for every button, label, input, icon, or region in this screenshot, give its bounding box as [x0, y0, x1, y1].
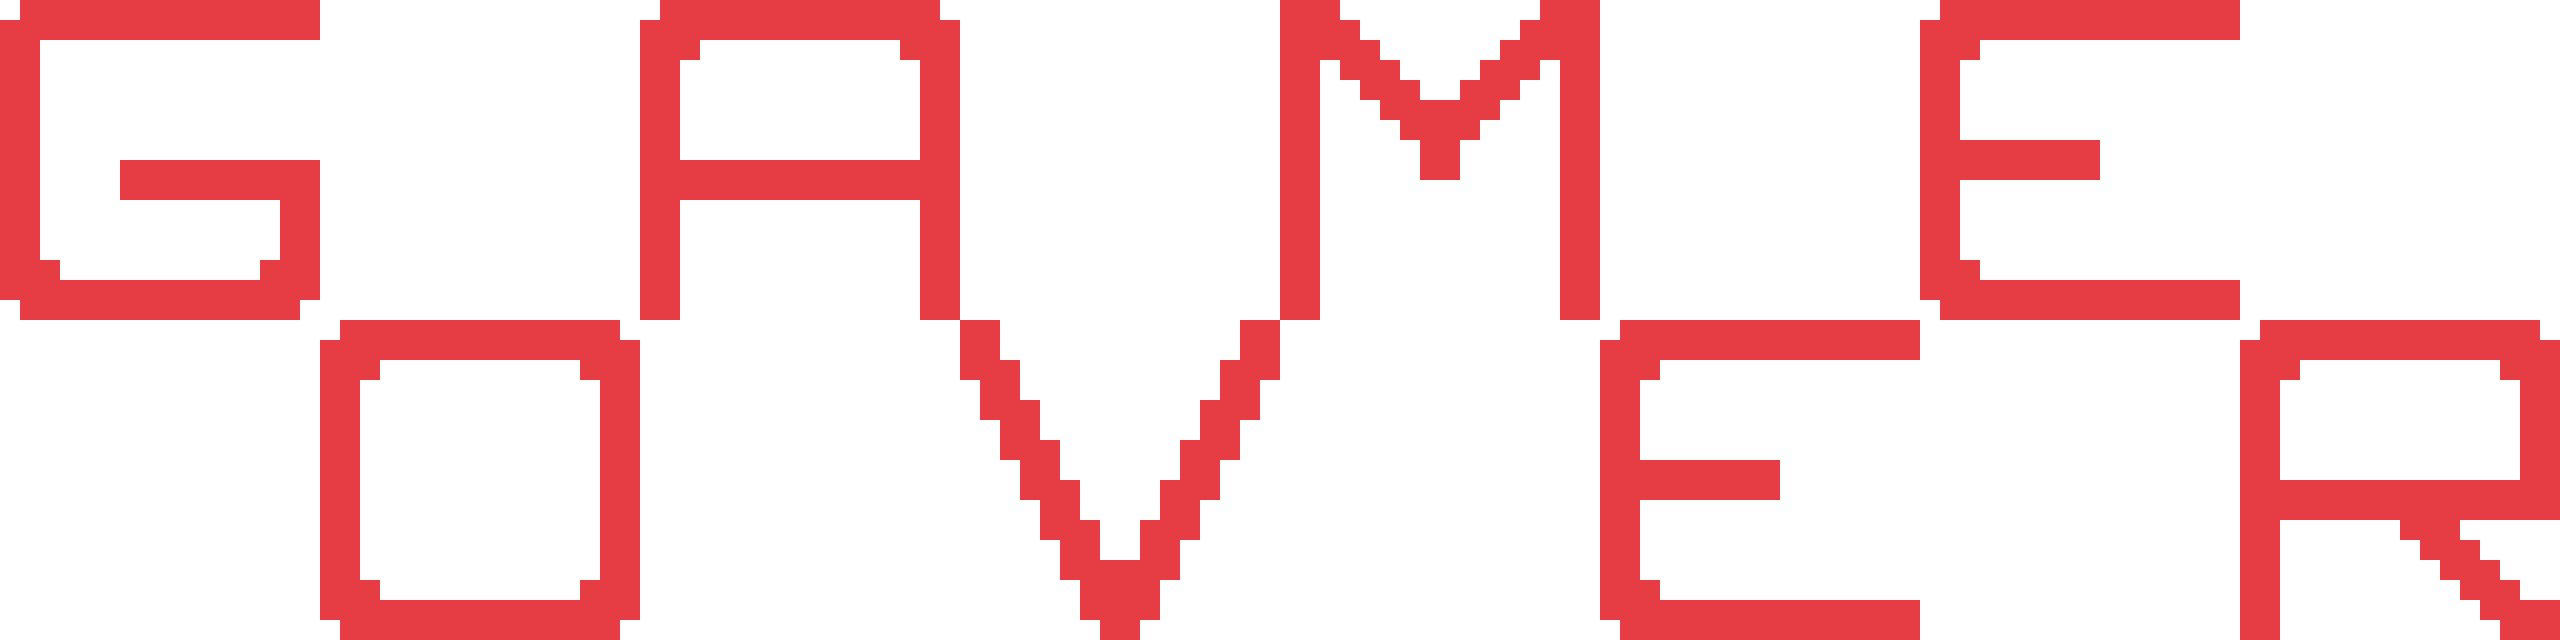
letter-e-3 — [1920, 0, 2240, 320]
letter-r-7 — [2240, 320, 2560, 640]
letter-a-1 — [640, 0, 960, 320]
letter-e-6 — [1600, 320, 1920, 640]
letter-m-2 — [1280, 0, 1600, 320]
letter-v-5 — [960, 320, 1280, 640]
letter-o-4 — [320, 320, 640, 640]
letter-g-0 — [0, 0, 320, 320]
